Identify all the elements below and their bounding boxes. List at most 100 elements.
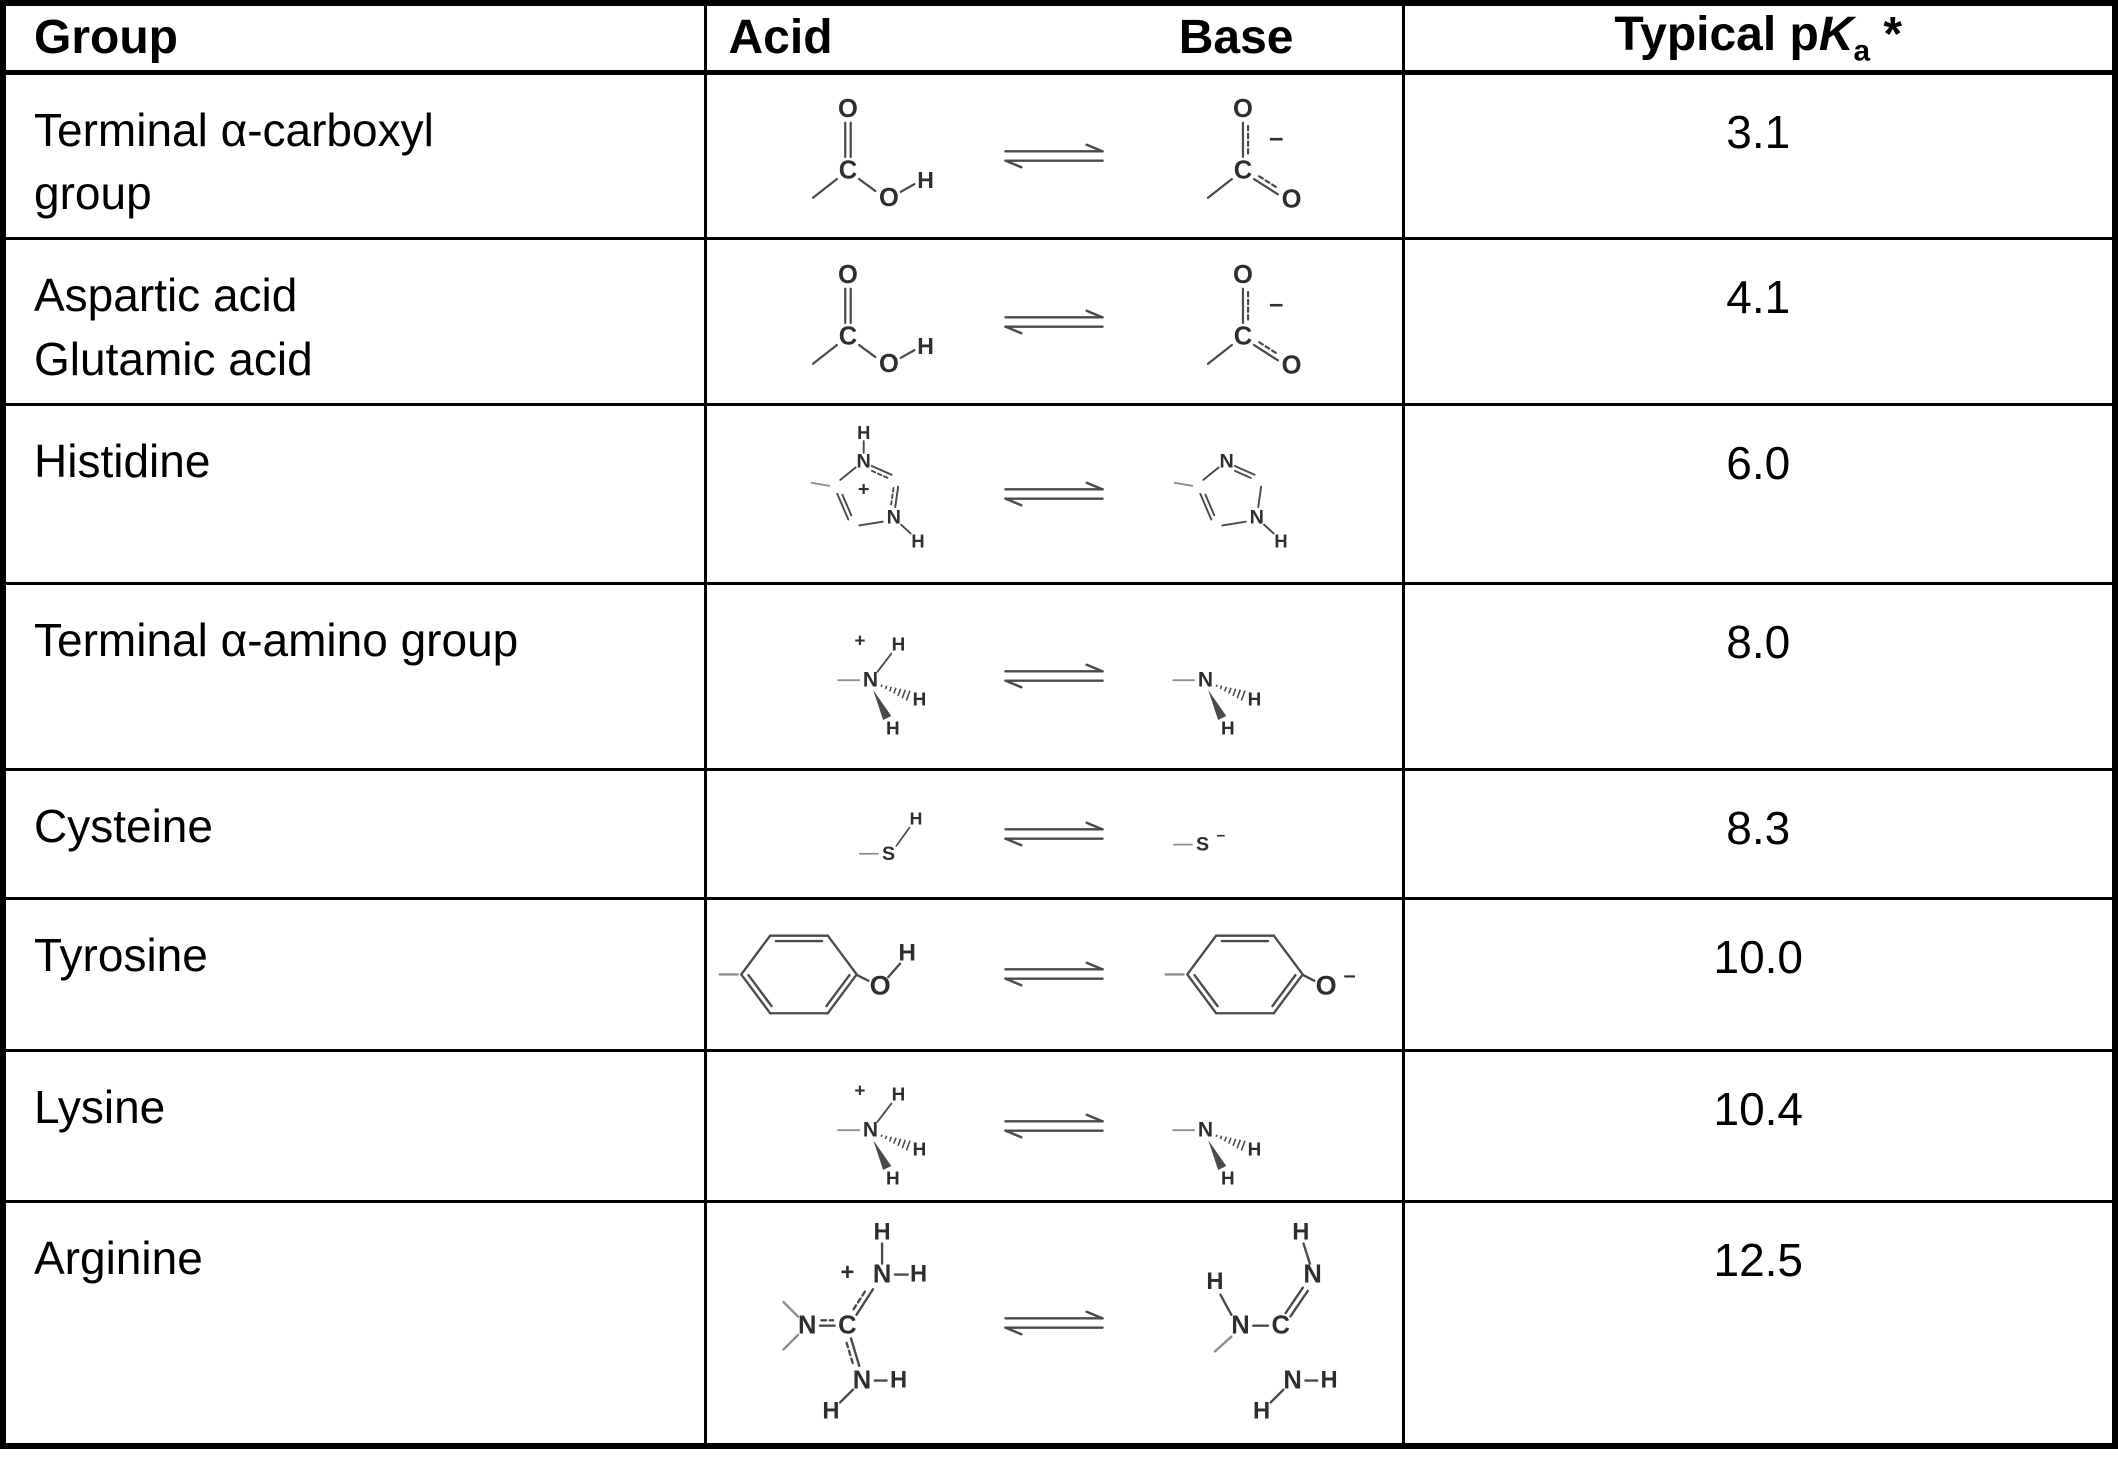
pka-value: 4.1 bbox=[1726, 271, 1791, 324]
table-row: Tyrosine O H O – 10.0 bbox=[1, 896, 2117, 1052]
svg-text:H: H bbox=[1206, 1269, 1223, 1295]
group-header-label: Group bbox=[34, 11, 178, 65]
svg-text:–: – bbox=[1269, 124, 1283, 152]
svg-text:O: O bbox=[838, 95, 858, 123]
pka-cell: 8.0 bbox=[1401, 581, 2117, 771]
thiolate-structure: S – bbox=[1172, 827, 1225, 856]
amine-structure: N HH bbox=[1172, 1119, 1261, 1189]
table-row: Terminal α-amino group N H H H + N H H 8.0 bbox=[1, 581, 2117, 771]
amine-structure: N HH bbox=[1172, 669, 1261, 739]
phenol-structure: OH bbox=[718, 934, 916, 1015]
svg-text:H: H bbox=[1274, 531, 1287, 552]
svg-text:H: H bbox=[1292, 1220, 1309, 1246]
group-cell: Aspartic acid Glutamic acid bbox=[1, 237, 707, 406]
column-header-group: Group bbox=[1, 1, 707, 75]
reaction-cell: N H N H + N N H bbox=[703, 402, 1405, 585]
svg-text:H: H bbox=[892, 1085, 906, 1106]
svg-text:N: N bbox=[873, 1261, 891, 1289]
svg-text:N: N bbox=[798, 1312, 816, 1340]
acid-base-reaction: N H N H + N N H bbox=[707, 422, 1402, 565]
svg-text:H: H bbox=[874, 1220, 891, 1246]
svg-text:O: O bbox=[1316, 970, 1337, 1000]
pka-value: 3.1 bbox=[1726, 105, 1791, 158]
pka-asterisk: * bbox=[1870, 8, 1903, 61]
svg-text:O: O bbox=[879, 349, 899, 377]
svg-text:N: N bbox=[1198, 669, 1213, 692]
group-cell: Histidine bbox=[1, 402, 707, 585]
svg-text:N: N bbox=[887, 507, 901, 529]
group-label-line: Cysteine bbox=[34, 799, 213, 852]
pka-cell: 3.1 bbox=[1401, 70, 2117, 241]
group-label-line: Terminal α-amino group bbox=[34, 613, 519, 666]
svg-text:H: H bbox=[910, 809, 923, 829]
acid-base-reaction: N H H H + N H H bbox=[707, 613, 1402, 739]
svg-text:O: O bbox=[838, 261, 858, 289]
svg-text:O: O bbox=[1233, 95, 1253, 123]
svg-text:S: S bbox=[882, 843, 895, 865]
svg-text:+: + bbox=[858, 479, 870, 501]
svg-text:O: O bbox=[870, 970, 891, 1000]
reaction-cell: C N N N H H H H + C N N N H H H H bbox=[703, 1200, 1405, 1448]
acid-base-reaction: S H S – bbox=[707, 791, 1402, 876]
acid-base-reaction: N H H H + N H H bbox=[707, 1063, 1402, 1189]
acid-base-reaction: C N N N H H H H + C N N N H H H H bbox=[707, 1218, 1402, 1428]
svg-text:N: N bbox=[1198, 1119, 1213, 1142]
svg-text:H: H bbox=[857, 422, 870, 443]
svg-text:H: H bbox=[917, 167, 934, 193]
reaction-cell: O H O – bbox=[703, 896, 1405, 1052]
group-cell: Cysteine bbox=[1, 767, 707, 900]
svg-text:H: H bbox=[1221, 1169, 1235, 1189]
svg-text:H: H bbox=[890, 1368, 907, 1394]
column-header-acid-base: Acid Base bbox=[703, 1, 1405, 75]
svg-text:N: N bbox=[1220, 451, 1234, 473]
group-label-line: Aspartic acid bbox=[34, 269, 298, 322]
table-row: Arginine C N N N H H H H + C N N N H H H H 12.5 bbox=[1, 1200, 2117, 1448]
svg-text:H: H bbox=[913, 690, 927, 711]
equilibrium-arrow-icon bbox=[1004, 481, 1104, 507]
carboxylate-structure: OCO– bbox=[1206, 95, 1302, 213]
column-header-pka: Typical pKa * bbox=[1401, 1, 2117, 75]
table-row: Cysteine S H S –8.3 bbox=[1, 767, 2117, 900]
equilibrium-arrow-icon bbox=[1004, 143, 1104, 169]
group-label-line: Terminal α-carboxyl bbox=[34, 103, 434, 156]
svg-text:O: O bbox=[1282, 185, 1302, 213]
group-cell: Terminal α-amino group bbox=[1, 581, 707, 771]
equilibrium-arrow-icon bbox=[1004, 1310, 1104, 1336]
svg-text:C: C bbox=[839, 156, 857, 184]
pka-cell: 6.0 bbox=[1401, 402, 2117, 585]
pka-value: 12.5 bbox=[1713, 1234, 1804, 1287]
equilibrium-arrow-icon bbox=[1004, 961, 1104, 987]
svg-text:H: H bbox=[1253, 1399, 1270, 1425]
table-header-row: Group Acid Base Typical pKa * bbox=[1, 1, 2117, 75]
svg-text:N: N bbox=[1303, 1261, 1321, 1289]
svg-text:O: O bbox=[879, 184, 899, 212]
svg-text:H: H bbox=[1221, 719, 1235, 739]
svg-text:S: S bbox=[1196, 834, 1209, 856]
svg-text:–: – bbox=[1269, 290, 1283, 318]
pka-symbol: K bbox=[1818, 8, 1854, 61]
group-cell: Arginine bbox=[1, 1200, 707, 1448]
svg-text:N: N bbox=[863, 1119, 878, 1142]
pka-cell: 4.1 bbox=[1401, 237, 2117, 406]
pka-value: 10.4 bbox=[1713, 1082, 1804, 1135]
svg-text:C: C bbox=[1271, 1312, 1289, 1340]
pka-value: 10.0 bbox=[1713, 930, 1804, 983]
group-label-line: Tyrosine bbox=[34, 928, 208, 981]
group-cell: Lysine bbox=[1, 1048, 707, 1204]
reaction-cell: N H H H + N H H bbox=[703, 581, 1405, 771]
pka-value: 8.3 bbox=[1726, 801, 1791, 854]
equilibrium-arrow-icon bbox=[1004, 1113, 1104, 1139]
svg-text:N: N bbox=[1250, 507, 1264, 529]
pka-header-prefix: Typical p bbox=[1614, 8, 1819, 61]
acid-base-reaction: O C O H O C O – bbox=[707, 92, 1402, 220]
svg-text:C: C bbox=[1234, 156, 1252, 184]
imidazole-structure: NNH bbox=[1173, 451, 1288, 552]
svg-text:N: N bbox=[853, 1367, 871, 1395]
svg-text:H: H bbox=[898, 940, 916, 967]
pka-cell: 12.5 bbox=[1401, 1200, 2117, 1448]
